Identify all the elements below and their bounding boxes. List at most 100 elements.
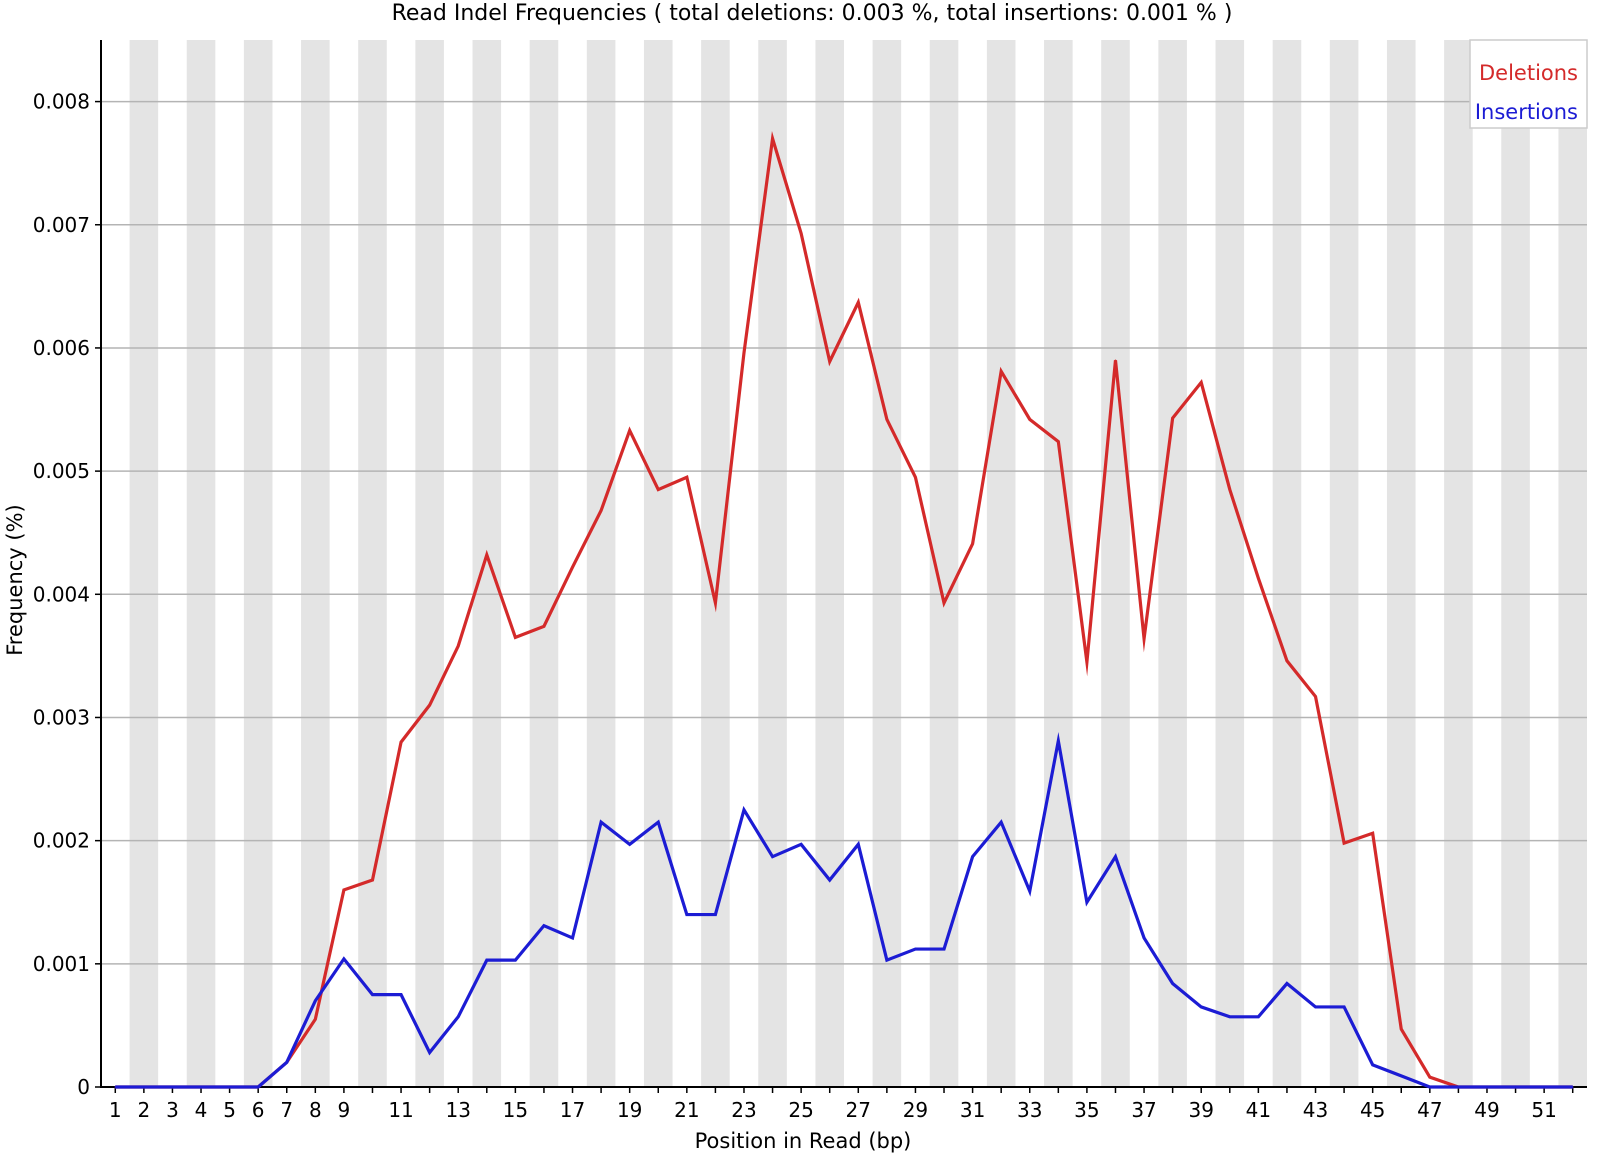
band-4 [186, 40, 216, 1087]
insertions-point-42 [1286, 982, 1288, 985]
insertions-point-8 [314, 999, 317, 1002]
x-tick-label-20: 33 [1017, 1098, 1042, 1122]
insertions-point-52 [1571, 1086, 1574, 1088]
insertions-point-28 [886, 959, 888, 961]
band-8 [301, 40, 330, 1087]
band-28 [872, 40, 902, 1087]
deletions-line [115, 130, 1573, 1089]
band-14 [472, 40, 502, 1087]
insertions-point-4 [200, 1086, 202, 1088]
deletions-point-20 [657, 488, 660, 491]
x-tick-label-8: 9 [338, 1098, 351, 1122]
deletions-point-28 [886, 418, 888, 421]
band-42 [1272, 40, 1302, 1087]
y-tick-label-5: 0.005 [33, 459, 90, 483]
grid-layer [101, 100, 1587, 965]
deletions-point-11 [400, 741, 402, 743]
deletions-point-27 [857, 301, 860, 304]
deletions-point-8 [314, 1018, 317, 1021]
deletions-point-23 [743, 352, 745, 354]
insertions-point-49 [1486, 1086, 1488, 1088]
deletions-point-9 [343, 889, 345, 891]
deletions-point-15 [514, 636, 517, 639]
band-2 [129, 40, 159, 1087]
insertions-point-38 [1171, 982, 1174, 985]
x-tick-label-14: 21 [674, 1098, 699, 1122]
insertions-point-6 [257, 1086, 259, 1088]
deletions-point-26 [828, 360, 831, 363]
chart-title: Read Indel Frequencies ( total deletions… [392, 1, 1233, 26]
band-38 [1158, 40, 1187, 1087]
insertions-point-43 [1314, 1006, 1317, 1008]
insertions-point-17 [571, 937, 574, 939]
band-34 [1044, 40, 1073, 1087]
deletions-point-43 [1314, 695, 1317, 698]
x-tick-label-12: 17 [560, 1098, 585, 1122]
deletions-point-42 [1286, 660, 1288, 662]
insertions-point-13 [457, 1015, 460, 1018]
deletions-point-30 [943, 602, 945, 604]
band-46 [1386, 40, 1416, 1087]
insertions-point-2 [143, 1086, 145, 1088]
x-tick-label-27: 47 [1417, 1098, 1442, 1122]
band-24 [758, 40, 787, 1087]
x-tick-label-24: 41 [1246, 1098, 1271, 1122]
y-tick-label-0: 0 [77, 1075, 90, 1099]
x-tick-label-11: 15 [503, 1098, 528, 1122]
band-52 [1558, 40, 1587, 1087]
insertions-point-27 [857, 843, 860, 846]
deletions-point-37 [1143, 637, 1145, 640]
deletions-point-13 [457, 645, 460, 647]
deletions-point-14 [485, 554, 488, 556]
insertions-point-33 [1028, 890, 1031, 892]
x-tick-label-17: 27 [846, 1098, 871, 1122]
deletions-point-36 [1114, 359, 1117, 362]
deletions-point-35 [1086, 661, 1088, 663]
insertions-point-23 [743, 809, 745, 811]
x-axis-label: Position in Read (bp) [695, 1129, 912, 1153]
y-tick-label-7: 0.007 [33, 213, 90, 237]
legend-deletions: Deletions [1479, 61, 1578, 85]
x-tick-label-23: 39 [1188, 1098, 1213, 1122]
insertions-point-41 [1257, 1015, 1260, 1018]
x-tick-label-29: 51 [1531, 1098, 1556, 1122]
band-44 [1329, 40, 1359, 1087]
insertions-point-30 [943, 948, 945, 950]
insertions-point-21 [686, 913, 688, 916]
x-tick-label-28: 49 [1474, 1098, 1499, 1122]
x-tick-label-18: 29 [903, 1098, 928, 1122]
insertions-point-20 [657, 821, 660, 823]
band-32 [986, 40, 1016, 1087]
deletions-point-33 [1028, 418, 1031, 421]
insertions-point-37 [1143, 937, 1145, 939]
x-tick-label-9: 11 [388, 1098, 413, 1122]
x-tick-label-10: 13 [445, 1098, 470, 1122]
y-tick-label-2: 0.002 [33, 829, 90, 853]
deletions-point-39 [1200, 381, 1203, 384]
deletions-point-46 [1400, 1028, 1403, 1030]
y-tick-label-3: 0.003 [33, 705, 90, 729]
y-tick-label-6: 0.006 [33, 336, 90, 360]
deletions-point-45 [1371, 832, 1374, 835]
deletions-point-41 [1257, 577, 1260, 580]
insertions-point-26 [828, 879, 831, 881]
x-tick-label-2: 3 [166, 1098, 179, 1122]
y-tick-layer: 0 0.001 0.002 0.003 0.004 0.005 0.006 0.007 0.00… [33, 90, 101, 1099]
insertions-point-10 [371, 993, 374, 996]
insertions-point-12 [428, 1051, 431, 1054]
insertions-point-19 [628, 843, 631, 846]
y-tick-label-8: 0.008 [33, 90, 90, 114]
insertions-point-7 [285, 1061, 288, 1064]
insertions-point-5 [228, 1086, 231, 1088]
band-20 [643, 40, 673, 1087]
insertions-point-22 [714, 913, 717, 916]
deletions-point-29 [914, 476, 917, 479]
insertions-point-45 [1371, 1064, 1374, 1066]
insertions-point-32 [1000, 821, 1002, 823]
insertions-point-44 [1343, 1006, 1345, 1008]
insertions-point-46 [1400, 1075, 1403, 1077]
x-tick-label-1: 2 [137, 1098, 150, 1122]
insertions-point-47 [1429, 1086, 1431, 1088]
deletions-point-18 [600, 509, 602, 512]
deletions-point-10 [371, 879, 374, 881]
